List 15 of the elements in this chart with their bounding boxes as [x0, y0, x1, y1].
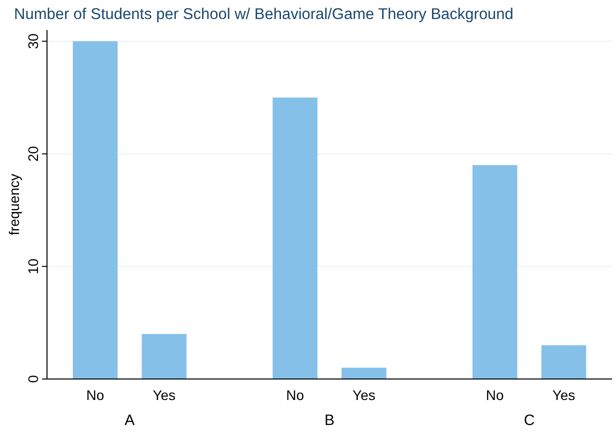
x-tick-label: Yes [552, 387, 576, 403]
y-axis-title: frequency [6, 174, 22, 236]
text: C [524, 412, 535, 429]
y-tick-label: 20 [25, 146, 41, 162]
x-tick-label: No [286, 387, 304, 403]
x-tick-label: No [86, 387, 104, 403]
x-tick-label: No [486, 387, 504, 403]
x-tick-label: Yes [152, 387, 176, 403]
x-tick-label: Yes [352, 387, 376, 403]
y-tick-label: 30 [25, 33, 41, 50]
chart-title: Number of Students per School w/ Behavioral/Game Theory Background [14, 6, 514, 23]
text: B [324, 412, 335, 429]
y-tick-label: 10 [25, 258, 41, 274]
text: A [124, 412, 135, 429]
y-tick-label: 0 [25, 374, 41, 383]
